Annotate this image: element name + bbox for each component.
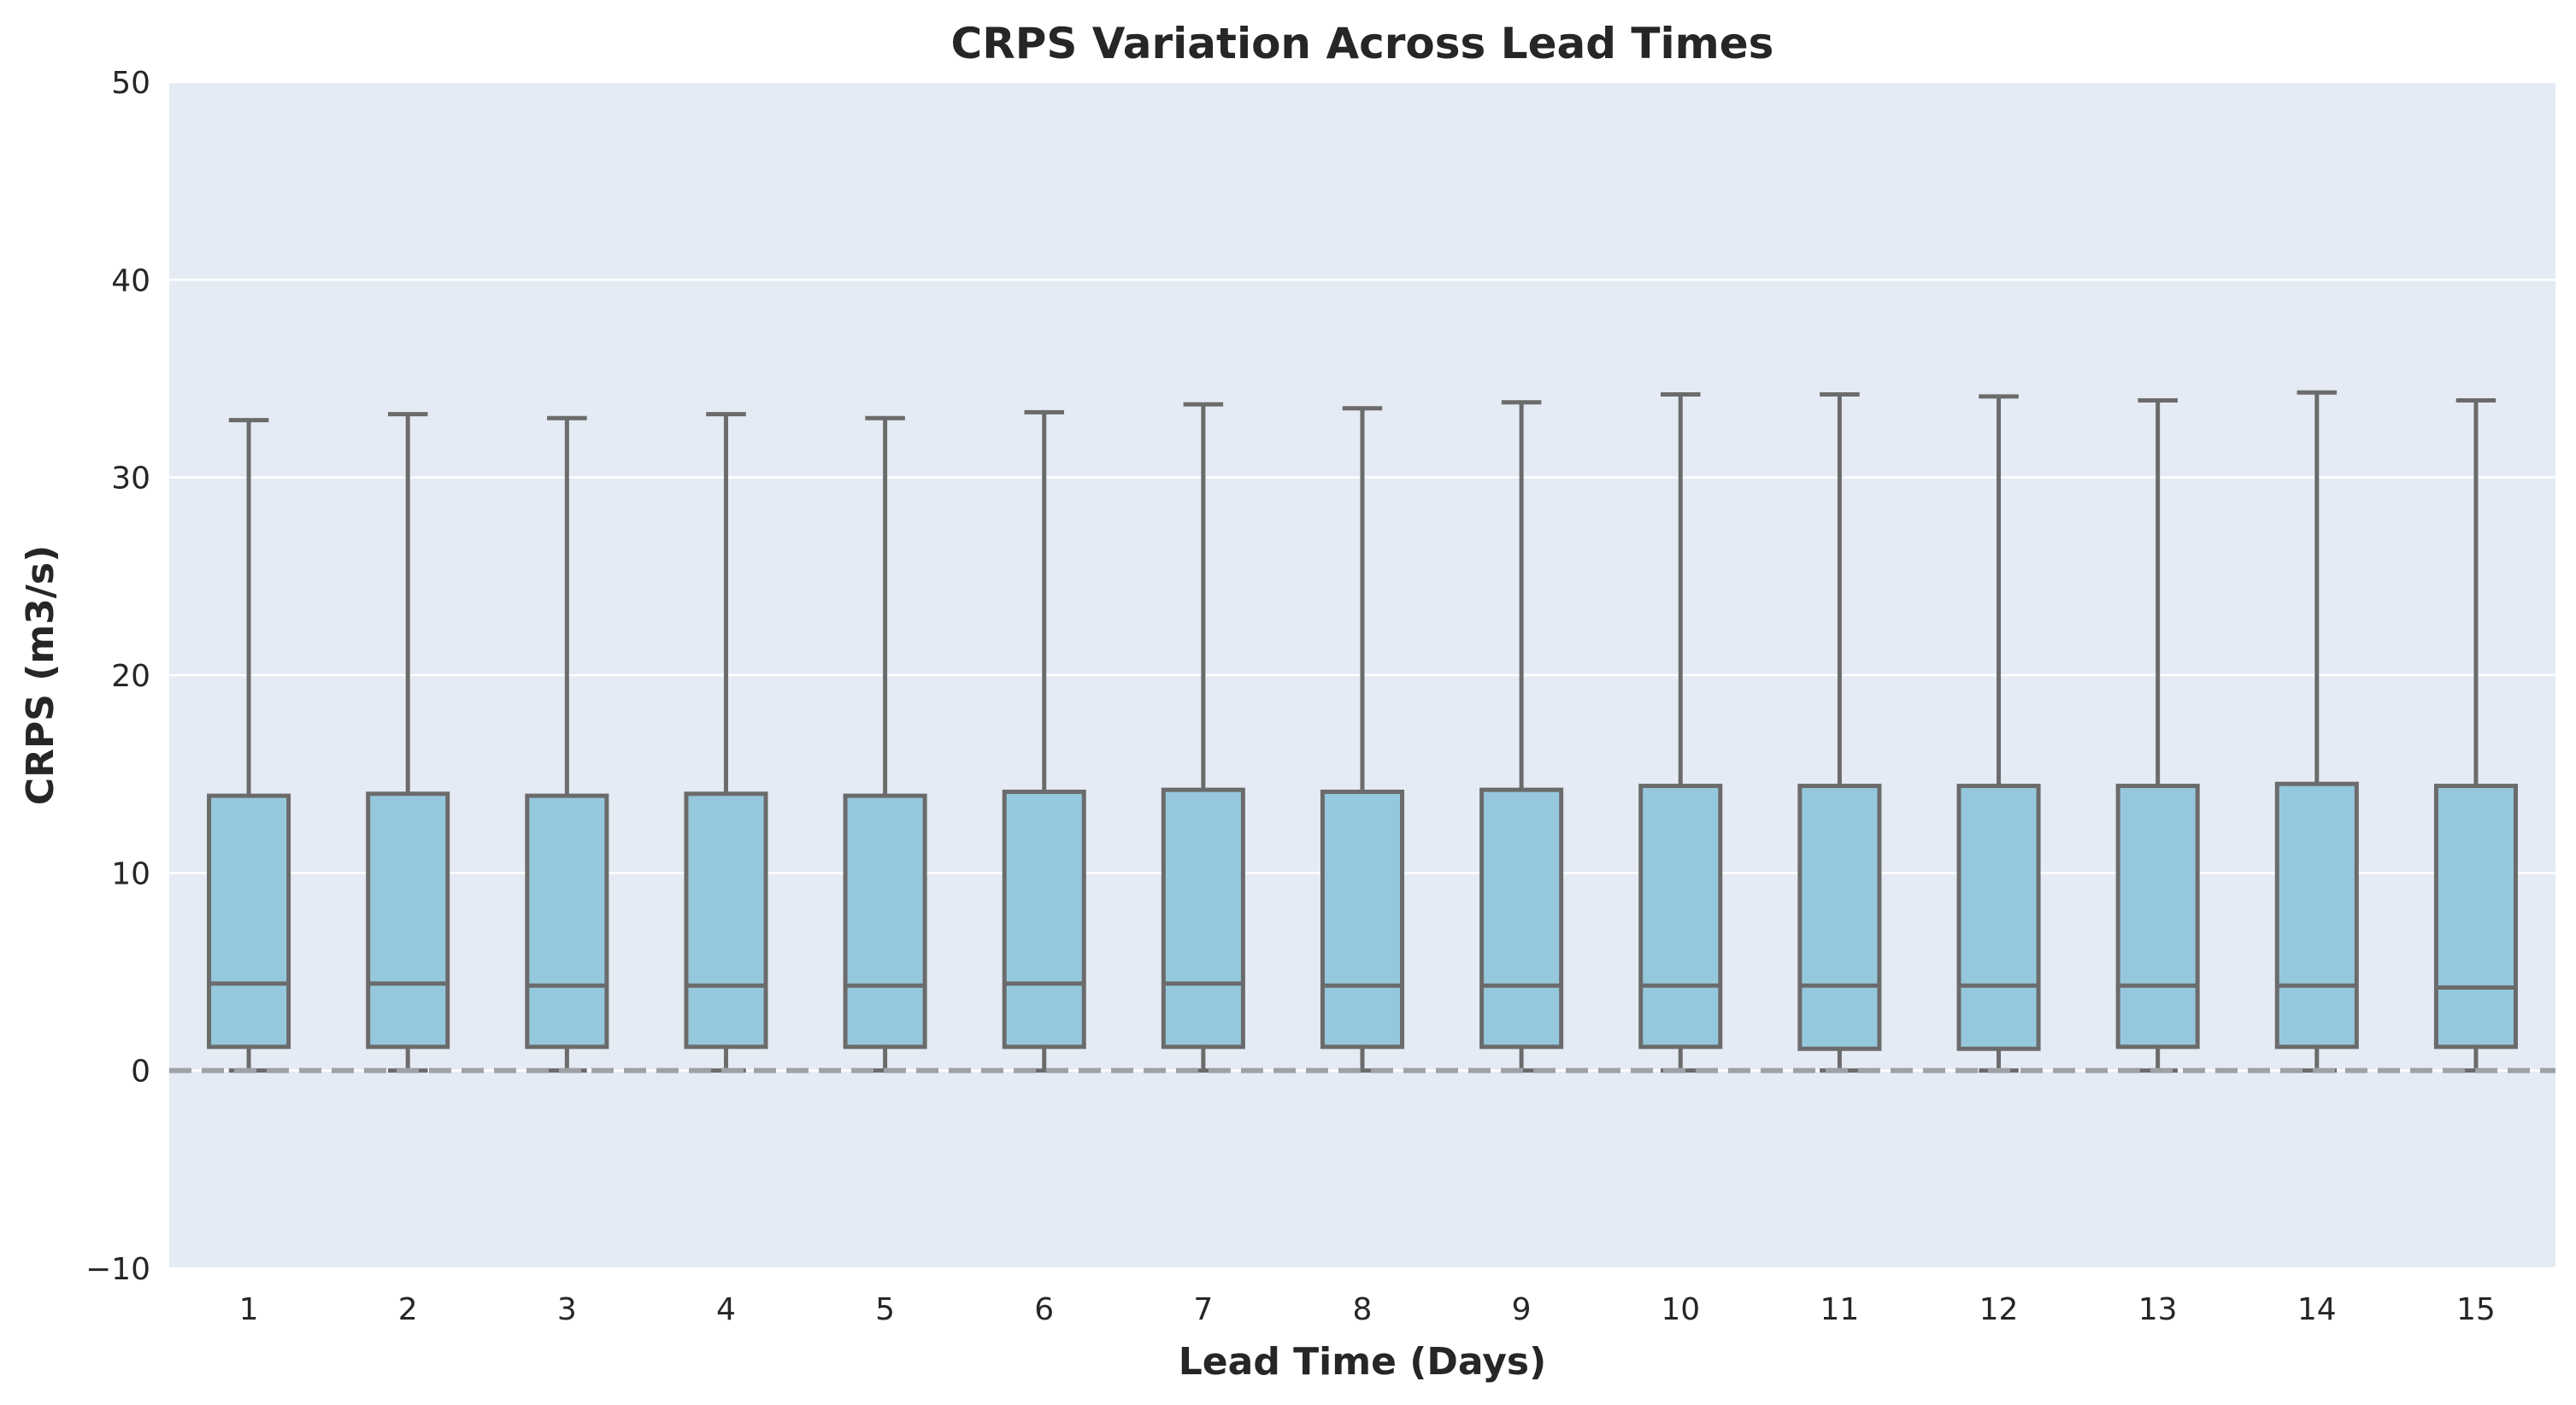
x-tick-label: 11 [1820,1292,1859,1327]
iqr-box [2433,784,2518,1049]
box-lead-time-8 [1320,406,1405,1073]
iqr-box [1797,784,1882,1051]
iqr-box [1638,784,1723,1049]
y-tick-label: 10 [111,856,150,891]
iqr-box [525,793,609,1049]
x-tick-label: 10 [1661,1292,1700,1327]
iqr-box [843,793,927,1049]
x-tick-label: 3 [557,1292,577,1327]
y-tick-label: 20 [111,659,150,694]
box-lead-time-12 [1956,394,2041,1073]
x-tick-label: 4 [716,1292,736,1327]
x-tick-label: 5 [875,1292,895,1327]
x-tick-label: 9 [1512,1292,1532,1327]
x-tick-label: 13 [2138,1292,2178,1327]
x-tick-label: 15 [2456,1292,2496,1327]
box-lead-time-3 [525,415,609,1073]
boxes-layer [207,390,2518,1073]
y-tick-label: 0 [131,1055,150,1090]
box-lead-time-13 [2115,397,2200,1073]
y-tick-label: −10 [85,1252,150,1287]
iqr-box [1002,789,1086,1049]
box-lead-time-15 [2433,397,2518,1073]
box-lead-time-7 [1161,402,1245,1073]
box-lead-time-9 [1479,400,1564,1073]
x-tick-labels: 1 2 3 4 5 6 7 8 9 10 11 12 13 14 15 [239,1292,2496,1327]
iqr-box [207,793,291,1049]
iqr-box [684,791,768,1049]
iqr-box [1956,784,2041,1051]
iqr-box [366,791,450,1049]
chart-title: CRPS Variation Across Lead Times [951,19,1774,68]
y-axis-label: CRPS (m3/s) [19,545,62,805]
iqr-box [1161,787,1245,1049]
box-lead-time-6 [1002,409,1086,1073]
box-lead-time-14 [2274,390,2359,1073]
box-lead-time-11 [1797,392,1882,1073]
iqr-box [2274,781,2359,1049]
x-tick-label: 2 [398,1292,418,1327]
box-lead-time-5 [843,415,927,1073]
x-tick-label: 6 [1034,1292,1054,1327]
y-tick-labels: −10 0 10 20 30 40 50 [85,66,150,1287]
box-lead-time-4 [684,412,768,1073]
box-lead-time-1 [207,418,291,1073]
y-tick-label: 40 [111,263,150,298]
x-tick-label: 1 [239,1292,259,1327]
x-tick-label: 7 [1193,1292,1213,1327]
iqr-box [2115,784,2200,1049]
iqr-box [1320,789,1405,1049]
x-tick-label: 8 [1353,1292,1373,1327]
x-axis-label: Lead Time (Days) [1179,1340,1546,1384]
y-tick-label: 30 [111,461,150,497]
x-tick-label: 12 [1979,1292,2019,1327]
box-lead-time-10 [1638,392,1723,1073]
y-tick-label: 50 [111,66,150,101]
x-tick-label: 14 [2297,1292,2337,1327]
iqr-box [1479,787,1564,1049]
